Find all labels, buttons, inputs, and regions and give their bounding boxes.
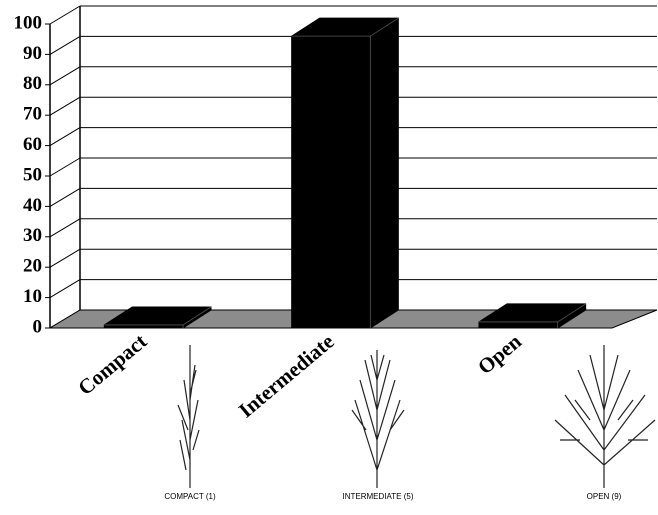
tree-caption: INTERMEDIATE (5) [343, 492, 414, 501]
bar-edge [291, 17, 399, 328]
y-tick-label: 40 [23, 195, 42, 216]
tree-caption: COMPACT (1) [164, 492, 216, 501]
side-grid [49, 127, 81, 147]
side-grid [49, 279, 81, 299]
y-tick-label: 0 [33, 316, 43, 337]
side-grid [49, 248, 81, 268]
y-tick-label: 100 [14, 12, 43, 33]
side-grid [49, 187, 81, 207]
y-tick-label: 90 [23, 43, 42, 64]
y-tick-label: 60 [23, 134, 42, 155]
side-grid [49, 218, 81, 238]
bar [291, 17, 399, 329]
side-grid [49, 35, 81, 55]
y-tick-label: 10 [23, 286, 42, 307]
tree-open [554, 345, 656, 488]
y-tick-label: 20 [23, 256, 42, 277]
side-grid [49, 157, 81, 177]
x-tick-label: Open [473, 329, 526, 379]
x-tick-label: Compact [73, 329, 151, 400]
side-grid [49, 66, 81, 86]
bar-edge [104, 306, 212, 328]
y-tick-label: 50 [23, 164, 42, 185]
tree-compact [177, 345, 200, 488]
tree-drawings [177, 345, 656, 488]
tree-intermediate [351, 350, 405, 488]
x-tick-label: Intermediate [234, 329, 339, 422]
y-tick-label: 70 [23, 104, 42, 125]
y-tick-label: 80 [23, 73, 42, 94]
bar-edge [478, 303, 586, 328]
side-grid [49, 96, 81, 116]
y-tick-label: 30 [23, 225, 42, 246]
tree-caption: OPEN (9) [587, 492, 622, 501]
side-grid [49, 5, 81, 25]
